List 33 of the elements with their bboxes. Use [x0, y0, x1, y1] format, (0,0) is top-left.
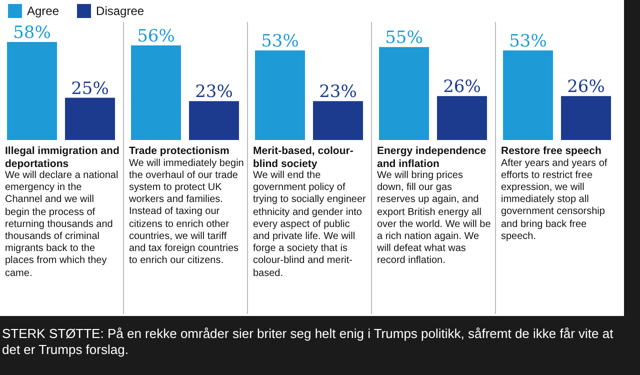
- text: We will immediately begin the overhaul of our trade system to protect UK workers and families. Instead of taxing our citizens to enrich other countries, we will tariff and tax foreign countries to enrich our citizens.: [129, 158, 244, 266]
- x-tick-label: Merit-based, colour-blind society: [253, 145, 354, 170]
- data-label: 53%: [261, 31, 299, 52]
- bar: [189, 101, 239, 140]
- bar: [379, 47, 429, 140]
- bar: [7, 42, 57, 140]
- text: After years and years of efforts to restrict free expression, we will immediately stop all government censorship and bring back free speech.: [501, 158, 608, 243]
- bar: [255, 50, 305, 140]
- data-label: 55%: [385, 28, 423, 48]
- x-tick-label: Energy independence and inflation: [377, 145, 488, 170]
- bar: [131, 45, 181, 140]
- bar: [503, 50, 553, 140]
- text: We will end the government policy of trying to socially engineer ethnicity and gender into every aspect of public and private life. We will forge a society that is colour-blind and merit-based.: [253, 170, 366, 279]
- data-label: 53%: [509, 31, 547, 52]
- data-label: 26%: [567, 77, 605, 98]
- legend-label: Disagree: [96, 4, 144, 18]
- data-label: 26%: [443, 77, 481, 98]
- text: STERK STØTTE: På en rekke områder sier briter seg helt enig i Trumps politikk, såfremt de ikke får vite at det er Trumps forslag.: [2, 326, 614, 358]
- x-tick-label: Restore free speech: [501, 145, 602, 158]
- bar: [561, 96, 611, 140]
- text: We will declare a national emergency in the Channel and we will begin the process of returning thousands and thousands of criminal migrants back to the places from which they came.: [5, 170, 118, 279]
- bar: [313, 101, 363, 140]
- legend-label: Agree: [27, 4, 60, 18]
- x-tick-label: Trade protectionism: [129, 145, 230, 158]
- data-label: 58%: [13, 23, 51, 43]
- data-label: 56%: [137, 26, 175, 46]
- x-tick-label: Illegal immigration and deportations: [5, 145, 120, 170]
- text: We will bring prices down, fill our gas reserves up again, and export British energy all over the world. We will be a rich nation again. We will defeat what was record inflation.: [377, 170, 492, 268]
- bar: [65, 98, 115, 140]
- data-label: 25%: [71, 78, 109, 99]
- bar: [437, 96, 487, 140]
- data-label: 23%: [195, 82, 233, 102]
- data-label: 23%: [319, 82, 357, 102]
